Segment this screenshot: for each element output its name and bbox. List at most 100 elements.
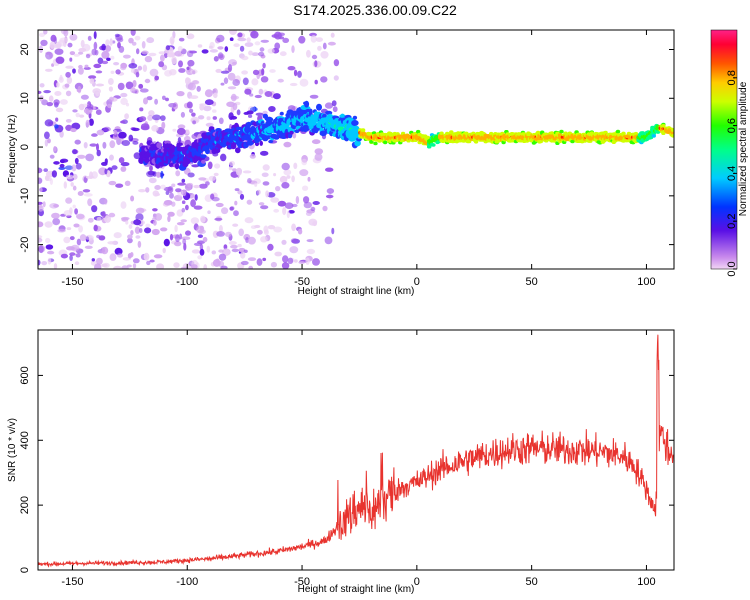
spectrogram-cell <box>473 140 479 144</box>
spectrogram-cell <box>93 41 98 50</box>
spectrogram-cell <box>260 76 269 83</box>
spectrogram-cell <box>199 154 207 159</box>
spectrogram-cell <box>55 56 65 64</box>
spectrogram-cell <box>76 88 82 93</box>
spectrogram-cell <box>169 69 177 76</box>
spectrogram-cell <box>63 210 73 217</box>
spectrogram-cell <box>275 186 281 192</box>
colorbar-tick-label: 0.8 <box>726 70 738 85</box>
spectrogram-cell <box>63 181 67 189</box>
spectrogram-cell <box>114 33 120 38</box>
spectrogram-cell <box>85 175 95 179</box>
spectrogram-cell <box>236 109 241 116</box>
spectrogram-cell <box>53 36 57 45</box>
spectrogram-cell <box>234 200 238 206</box>
spectrogram-cell <box>116 37 124 43</box>
spectrogram-cell <box>297 70 302 78</box>
spectrogram-cell <box>109 154 114 161</box>
x-tick-label: 50 <box>526 276 538 288</box>
spectrogram-cell <box>93 63 102 69</box>
spectrogram-cell <box>269 69 276 73</box>
spectrogram-cell <box>120 97 128 106</box>
spectrogram-cell <box>239 45 245 52</box>
spectrogram-cell <box>151 228 160 236</box>
spectrogram-cell <box>111 165 118 170</box>
spectrogram-cell <box>59 130 64 138</box>
spectrogram-cell <box>156 142 163 149</box>
spectrogram-cell <box>69 51 76 56</box>
spectrogram-cell <box>286 175 291 179</box>
spectrogram-cell <box>232 79 240 86</box>
spectrogram-cell <box>54 48 64 55</box>
spectrogram-cell <box>43 30 48 35</box>
spectrogram-cell <box>145 223 151 228</box>
spectrogram-cell <box>167 52 175 58</box>
spectrogram-cell <box>383 140 388 145</box>
spectrogram-cell <box>302 185 309 191</box>
spectrogram-cell <box>163 186 173 192</box>
spectrogram-cell <box>128 224 133 230</box>
colorbar-tick-label: 0.0 <box>726 261 738 276</box>
spectrogram-cell <box>258 51 265 57</box>
spectrogram-cell <box>273 93 281 100</box>
spectrogram-cell <box>124 113 129 120</box>
spectrogram-cell <box>214 217 223 221</box>
spectrogram-cell <box>167 215 171 222</box>
spectrogram-cell <box>45 244 54 250</box>
spectrogram-cell <box>148 52 157 57</box>
spectrogram-cell <box>209 49 218 53</box>
spectrogram-cell <box>306 239 314 243</box>
spectrogram-cell <box>190 199 197 208</box>
y-tick-label: 200 <box>19 496 31 514</box>
spectrogram-cell <box>247 257 257 261</box>
spectrogram-cell <box>164 140 171 145</box>
spectrogram-cell <box>134 35 141 41</box>
spectrogram-cell <box>43 90 51 94</box>
spectrogram-cell <box>174 224 178 233</box>
spectrogram-cell <box>44 221 53 228</box>
spectrogram-cell <box>130 195 135 202</box>
spectrogram-cell <box>144 227 152 234</box>
spectrogram-cell <box>46 102 54 107</box>
spectrogram-cell <box>138 189 146 193</box>
spectrogram-cell <box>277 32 285 37</box>
spectrogram-cell <box>220 265 228 269</box>
spectrogram-cell <box>377 139 382 143</box>
spectrogram-cell <box>262 164 270 171</box>
spectrogram-cell <box>115 69 121 75</box>
spectrogram-cell <box>154 185 161 190</box>
spectrogram-cell <box>191 164 200 168</box>
spectrogram-cell <box>299 169 309 177</box>
spectrogram-cell <box>82 189 91 193</box>
spectrogram-cell <box>176 127 186 136</box>
spectrogram-cell <box>93 224 98 232</box>
spectrogram-cell <box>70 244 80 252</box>
spectrogram-cell <box>192 70 196 75</box>
spectrogram-cell <box>38 235 43 239</box>
x-tick-label: 100 <box>637 276 655 288</box>
spectrogram-cell <box>72 109 78 113</box>
spectrogram-cell <box>425 135 431 140</box>
spectrogram-cell <box>71 122 81 130</box>
spectrogram-cell <box>262 62 266 69</box>
spectrogram-cell <box>162 247 166 254</box>
spectrogram-cell <box>226 101 236 108</box>
x-tick-label: -150 <box>61 276 83 288</box>
spectrogram-cell <box>44 131 50 140</box>
spectrogram-cell <box>101 263 108 268</box>
spectrogram-cell <box>38 167 43 174</box>
spectrogram-cell <box>141 50 149 55</box>
spectrogram-y-axis-label: Frequency (Hz) <box>7 115 18 184</box>
spectrogram-cell <box>309 94 319 99</box>
spectrogram-cell <box>293 69 298 77</box>
spectrogram-cell <box>137 240 142 248</box>
spectrogram-cell <box>247 236 256 245</box>
spectrogram-cell <box>237 243 242 248</box>
spectrogram-cell <box>89 143 98 147</box>
spectrogram-cell <box>177 45 183 52</box>
spectrogram-cell <box>304 100 310 108</box>
spectrogram-cell <box>176 142 183 146</box>
spectrogram-cell <box>325 194 334 199</box>
spectrogram-cell <box>267 225 276 230</box>
spectrogram-cell <box>96 216 102 222</box>
